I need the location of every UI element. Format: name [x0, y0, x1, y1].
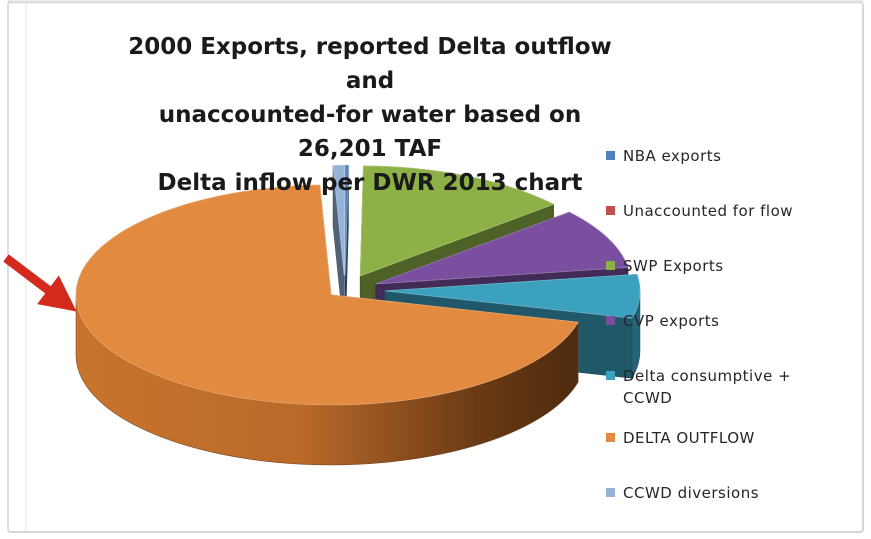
legend-item-ccwd-diversions: CCWD diversions — [606, 482, 843, 504]
legend-label-nba-exports: NBA exports — [623, 147, 722, 165]
legend-label-swp-exports: SWP Exports — [623, 257, 724, 275]
legend-item-unaccounted-for-flow: Unaccounted for flow — [606, 200, 843, 222]
legend-swatch-delta-consumptive-ccwd — [606, 371, 615, 380]
legend-swatch-delta-outflow — [606, 433, 615, 442]
legend-swatch-swp-exports — [606, 261, 615, 270]
pie-slice-nba-exports-top — [344, 164, 349, 276]
pie-slice-ccwd-diversions-top — [332, 164, 345, 276]
legend-item-cvp-exports: CVP exports — [606, 310, 843, 332]
legend-swatch-unaccounted-for-flow — [606, 206, 615, 215]
legend-label-delta-consumptive-ccwd: Delta consumptive + CCWD — [623, 367, 792, 407]
pie-slice-delta-outflow-top — [75, 184, 579, 406]
chart-title-line-2: unaccounted-for water based on 26,201 TA… — [158, 102, 582, 162]
annotation-arrow — [3, 254, 77, 312]
legend-label-cvp-exports: CVP exports — [623, 312, 720, 330]
legend-label-unaccounted-for-flow: Unaccounted for flow — [623, 202, 794, 220]
pie-slice-delta-consumptive-ccwd-top — [384, 273, 641, 319]
legend-label-ccwd-diversions: CCWD diversions — [623, 484, 760, 502]
legend-item-nba-exports: NBA exports — [606, 145, 843, 167]
chart-title: 2000 Exports, reported Delta outflow and… — [120, 30, 620, 200]
legend-label-delta-outflow: DELTA OUTFLOW — [623, 429, 755, 447]
pie-slice-delta-outflow — [75, 184, 579, 466]
legend-item-delta-consumptive-ccwd: Delta consumptive + CCWD — [606, 365, 793, 409]
pie-slice-swp-exports-top — [359, 165, 555, 277]
legend-swatch-cvp-exports — [606, 316, 615, 325]
pie-slice-ccwd-diversions — [332, 164, 345, 336]
legend-swatch-ccwd-diversions — [606, 488, 615, 497]
chart-title-line-3: Delta inflow per DWR 2013 chart — [157, 170, 583, 196]
legend-swatch-nba-exports — [606, 151, 615, 160]
legend-item-swp-exports: SWP Exports — [606, 255, 843, 277]
pie-slice-cvp-exports-top — [375, 211, 629, 285]
chart-title-line-1: 2000 Exports, reported Delta outflow and — [128, 34, 612, 94]
legend-item-delta-outflow: DELTA OUTFLOW — [606, 427, 843, 449]
